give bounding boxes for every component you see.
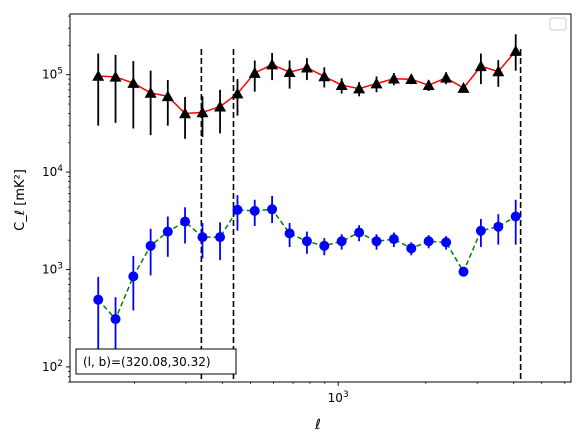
triangle-marker <box>353 82 366 94</box>
triangle-marker <box>335 79 348 91</box>
triangle-marker <box>231 87 244 99</box>
y-tick-label: 103 <box>42 262 63 277</box>
circle-marker <box>423 236 434 247</box>
circle-marker <box>493 221 504 232</box>
circle-marker <box>354 227 365 238</box>
circle-marker <box>267 204 278 215</box>
triangle-marker <box>318 70 331 82</box>
circle-marker <box>215 232 226 243</box>
triangle-marker <box>457 82 470 93</box>
circle-marker <box>441 237 452 248</box>
circle-marker <box>197 232 208 243</box>
circle-marker <box>406 243 417 254</box>
triangle-marker <box>509 45 522 56</box>
legend-box <box>549 17 567 31</box>
vertical-dashed-lines <box>200 49 522 382</box>
triangle-marker <box>387 72 400 84</box>
triangle-marker <box>161 90 174 102</box>
triangle-marker <box>405 73 418 84</box>
circle-marker <box>319 240 330 251</box>
series-2 <box>93 195 521 360</box>
y-axis: 102 103 104 105 <box>42 15 70 383</box>
triangle-marker <box>474 60 487 72</box>
triangle-marker <box>127 77 140 88</box>
circle-marker <box>249 205 260 216</box>
circle-marker <box>475 225 486 236</box>
triangle-marker <box>422 79 435 91</box>
triangle-marker <box>214 100 227 112</box>
y-tick-label: 104 <box>42 164 63 179</box>
triangle-marker <box>440 71 453 83</box>
circle-marker <box>145 240 156 251</box>
triangle-marker <box>248 67 261 78</box>
circle-marker <box>336 236 347 247</box>
circle-marker <box>110 314 121 325</box>
plot-area <box>70 14 571 382</box>
triangle-marker <box>492 65 505 77</box>
circle-marker <box>371 236 382 247</box>
series-1 <box>92 34 522 139</box>
circle-marker <box>388 234 399 245</box>
triangle-marker <box>179 107 192 119</box>
triangle-marker <box>196 106 209 118</box>
circle-marker <box>232 204 243 215</box>
series-group <box>92 34 522 360</box>
y-axis-label: C_ℓ [mK²] <box>13 169 28 231</box>
plot-frame <box>69 13 572 383</box>
annotation-box: (l, b)=(320.08,30.32) <box>75 348 237 375</box>
circle-marker <box>510 211 521 222</box>
circle-marker <box>301 236 312 247</box>
triangle-marker <box>144 86 157 98</box>
annotation-text: (l, b)=(320.08,30.32) <box>83 355 211 369</box>
circle-marker <box>162 226 173 237</box>
y-tick-label: 102 <box>42 359 63 374</box>
x-axis-label: ℓ <box>314 417 321 433</box>
y-tick-label: 105 <box>42 67 63 82</box>
triangle-marker <box>92 69 105 81</box>
x-tick-label: 103 <box>328 390 349 405</box>
triangle-marker <box>283 66 296 78</box>
circle-marker <box>180 216 191 227</box>
circle-marker <box>128 271 139 282</box>
triangle-marker <box>300 61 313 73</box>
circle-marker <box>93 294 104 305</box>
circle-marker <box>284 228 295 239</box>
circle-marker <box>458 266 469 277</box>
triangle-marker <box>370 77 383 89</box>
triangle-marker <box>266 58 279 70</box>
triangle-marker <box>109 70 122 82</box>
